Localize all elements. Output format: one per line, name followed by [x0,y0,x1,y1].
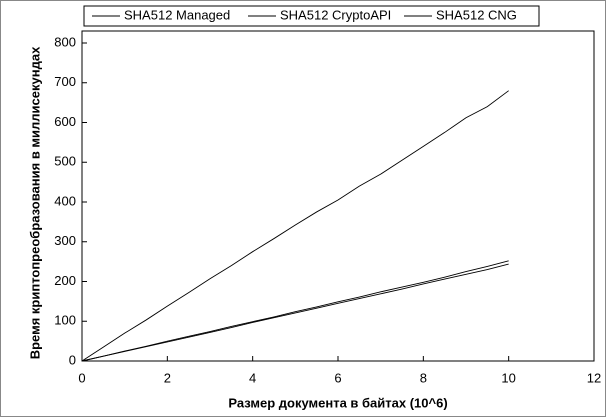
legend-label: SHA512 CryptoAPI [280,7,391,22]
legend-label: SHA512 CNG [436,7,517,22]
x-tick-label: 6 [334,370,341,385]
y-tick-label: 600 [54,114,76,129]
series-line [81,260,509,362]
y-tick-label: 400 [54,193,76,208]
series-line [81,263,509,362]
x-tick-label: 12 [587,370,601,385]
x-axis-title: Размер документа в байтах (10^6) [228,395,447,410]
x-tick-label: 2 [164,370,171,385]
y-tick-label: 300 [54,233,76,248]
x-tick-label: 0 [78,370,85,385]
series-line [81,90,509,362]
y-tick-label: 100 [54,313,76,328]
y-tick-label: 800 [54,34,76,49]
y-tick-label: 0 [69,352,76,367]
y-tick-label: 700 [54,74,76,89]
y-tick-label: 500 [54,154,76,169]
x-tick-label: 4 [249,370,256,385]
legend-label: SHA512 Managed [124,7,230,22]
y-tick-label: 200 [54,273,76,288]
x-tick-label: 10 [501,370,515,385]
x-tick-label: 8 [420,370,427,385]
legend [83,5,540,27]
y-axis-title: Время криптопреобразования в миллисекунд… [27,46,42,359]
